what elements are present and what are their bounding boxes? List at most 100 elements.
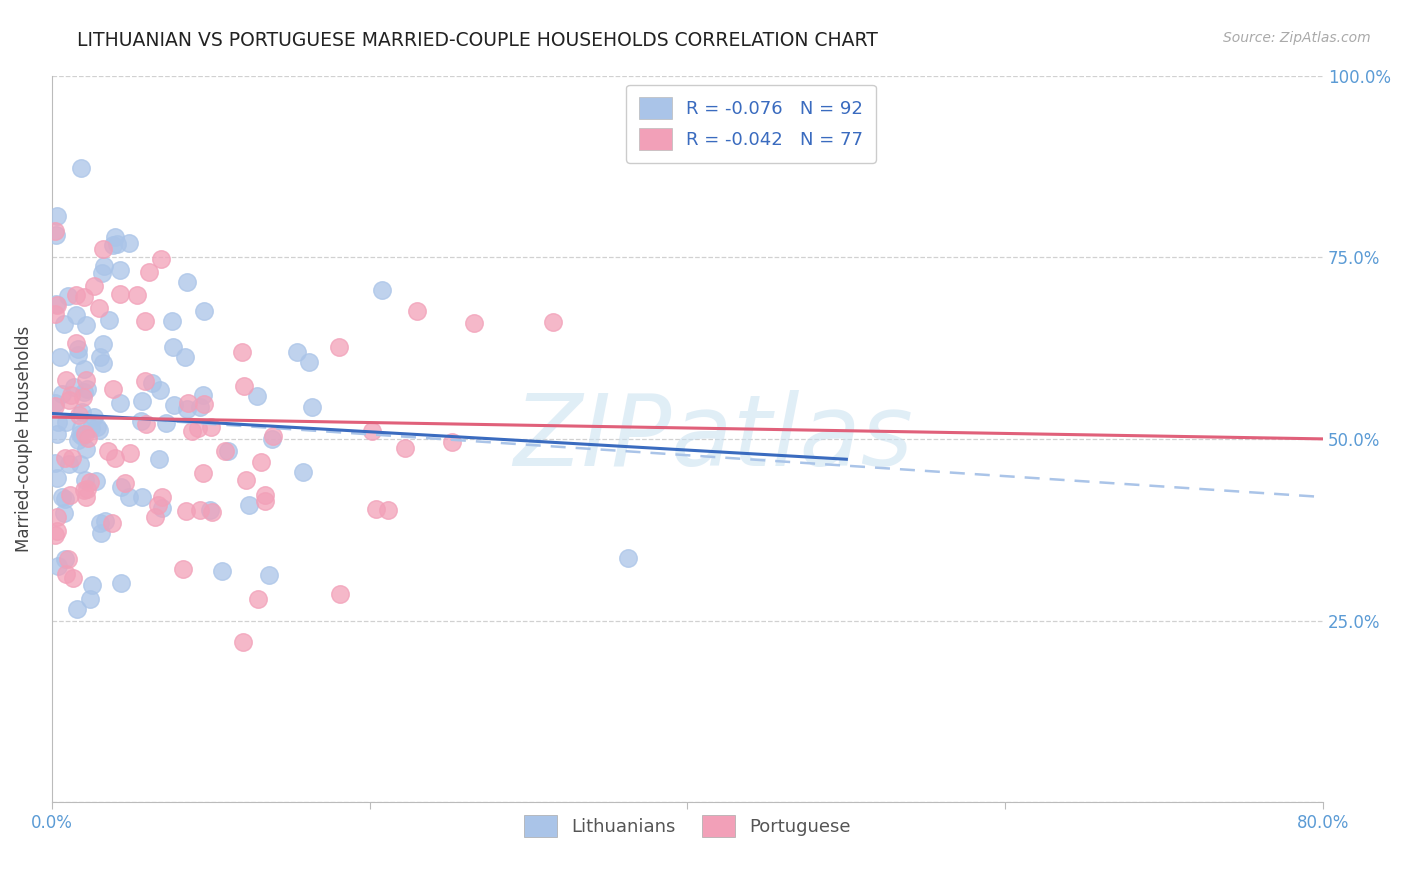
Point — [69, 421, 91, 435]
Point — [108, 263, 131, 277]
Point — [70, 428, 93, 442]
Point — [46, 524, 69, 538]
Point — [198, 503, 221, 517]
Point — [79, 475, 101, 489]
Point — [232, 378, 254, 392]
Point — [440, 434, 463, 449]
Point — [191, 466, 214, 480]
Point — [58, 392, 80, 407]
Point — [83, 279, 105, 293]
Point — [44, 528, 66, 542]
Point — [201, 505, 224, 519]
Point — [90, 526, 112, 541]
Point — [89, 351, 111, 365]
Point — [44, 396, 66, 410]
Point — [134, 314, 156, 328]
Point — [46, 298, 69, 312]
Point — [148, 451, 170, 466]
Point — [93, 259, 115, 273]
Point — [76, 382, 98, 396]
Point — [259, 567, 281, 582]
Y-axis label: Married-couple Households: Married-couple Households — [15, 326, 32, 552]
Point — [86, 420, 108, 434]
Point — [89, 301, 111, 315]
Point — [211, 564, 233, 578]
Point — [218, 444, 240, 458]
Point — [138, 265, 160, 279]
Point — [46, 209, 69, 223]
Point — [103, 237, 125, 252]
Point — [141, 376, 163, 391]
Point — [105, 236, 128, 251]
Point — [262, 429, 284, 443]
Point — [55, 552, 77, 566]
Point — [176, 275, 198, 289]
Point — [291, 465, 314, 479]
Point — [79, 591, 101, 606]
Point — [55, 566, 77, 581]
Point — [56, 289, 79, 303]
Point — [160, 313, 183, 327]
Point — [129, 414, 152, 428]
Point — [76, 373, 98, 387]
Point — [193, 303, 215, 318]
Point — [66, 348, 89, 362]
Point — [75, 442, 97, 456]
Point — [285, 345, 308, 359]
Point — [174, 350, 197, 364]
Point — [69, 161, 91, 175]
Point — [46, 415, 69, 429]
Point — [110, 480, 132, 494]
Point — [66, 433, 89, 447]
Text: LITHUANIAN VS PORTUGUESE MARRIED-COUPLE HOUSEHOLDS CORRELATION CHART: LITHUANIAN VS PORTUGUESE MARRIED-COUPLE … — [77, 31, 879, 50]
Point — [73, 426, 96, 441]
Point — [65, 308, 87, 322]
Point — [66, 602, 89, 616]
Point — [134, 375, 156, 389]
Point — [238, 498, 260, 512]
Point — [69, 426, 91, 441]
Point — [114, 475, 136, 490]
Point — [231, 634, 253, 648]
Point — [53, 451, 76, 466]
Point — [52, 506, 75, 520]
Point — [150, 501, 173, 516]
Point — [187, 420, 209, 434]
Point — [62, 450, 84, 465]
Point — [73, 385, 96, 400]
Point — [328, 340, 350, 354]
Point — [58, 457, 80, 471]
Point — [541, 315, 564, 329]
Point — [188, 503, 211, 517]
Point — [65, 336, 87, 351]
Point — [329, 587, 352, 601]
Point — [214, 443, 236, 458]
Point — [617, 551, 640, 566]
Point — [56, 551, 79, 566]
Point — [98, 312, 121, 326]
Point — [80, 578, 103, 592]
Point — [104, 230, 127, 244]
Point — [80, 421, 103, 435]
Point — [301, 400, 323, 414]
Point — [75, 473, 97, 487]
Point — [131, 490, 153, 504]
Point — [188, 400, 211, 414]
Point — [86, 475, 108, 489]
Point — [76, 482, 98, 496]
Point — [200, 419, 222, 434]
Point — [253, 487, 276, 501]
Point — [191, 388, 214, 402]
Point — [172, 562, 194, 576]
Point — [45, 227, 67, 242]
Point — [143, 510, 166, 524]
Point — [463, 316, 485, 330]
Point — [53, 491, 76, 506]
Text: Source: ZipAtlas.com: Source: ZipAtlas.com — [1223, 31, 1371, 45]
Point — [73, 290, 96, 304]
Point — [72, 405, 94, 419]
Point — [55, 373, 77, 387]
Point — [77, 431, 100, 445]
Point — [180, 425, 202, 439]
Point — [110, 287, 132, 301]
